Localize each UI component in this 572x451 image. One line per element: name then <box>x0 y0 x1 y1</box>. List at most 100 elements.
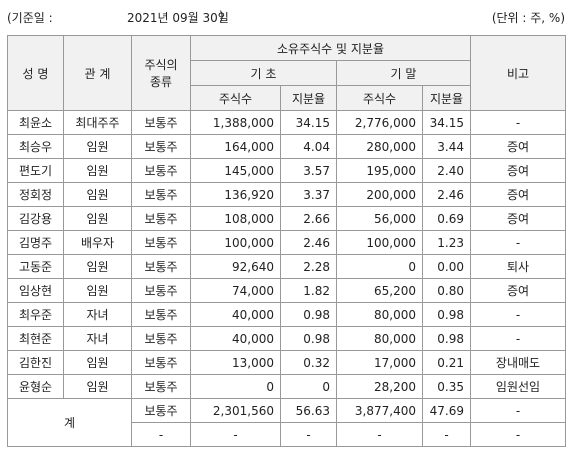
table-cell: 47.69 <box>422 398 471 423</box>
table-cell: 보통주 <box>131 134 191 159</box>
table-cell: 고동준 <box>7 254 64 279</box>
table-cell: 증여 <box>470 158 566 183</box>
table-cell: 0.69 <box>422 206 471 231</box>
table-cell: 보통주 <box>131 158 191 183</box>
table-cell: 164,000 <box>190 134 281 159</box>
table-cell: 최우준 <box>7 302 64 327</box>
table-cell: 0.80 <box>422 278 471 303</box>
table-cell: 80,000 <box>336 302 423 327</box>
table-cell: 보통주 <box>131 302 191 327</box>
table-cell: 0.21 <box>422 350 471 375</box>
table-cell: 자녀 <box>63 302 132 327</box>
header-cell: 주식수 <box>336 85 423 111</box>
table-cell: - <box>470 398 566 423</box>
table-cell: - <box>470 302 566 327</box>
table-cell: - <box>190 422 281 447</box>
table-cell: 임원 <box>63 278 132 303</box>
header-cell: 기 말 <box>336 60 471 86</box>
caption: (기준일 : 2021년 09월 30일 ) (단위 : 주, %) <box>7 9 565 27</box>
header-cell: 지분율 <box>280 85 337 111</box>
table-cell: 280,000 <box>336 134 423 159</box>
table-cell: 보통주 <box>131 326 191 351</box>
table-cell: 1.82 <box>280 278 337 303</box>
table-cell: - <box>336 422 423 447</box>
table-cell: 3.57 <box>280 158 337 183</box>
table-cell: 2.66 <box>280 206 337 231</box>
table-cell: 자녀 <box>63 326 132 351</box>
header-cell: 소유주식수 및 지분율 <box>190 35 471 61</box>
table-cell: 195,000 <box>336 158 423 183</box>
table-cell: 0.98 <box>280 302 337 327</box>
table-cell: 17,000 <box>336 350 423 375</box>
table-cell: 보통주 <box>131 230 191 255</box>
table-cell: 증여 <box>470 134 566 159</box>
table-cell: 0.32 <box>280 350 337 375</box>
header-cell: 성 명 <box>7 35 64 111</box>
table-cell: 100,000 <box>190 230 281 255</box>
table-row: 고동준 임원 보통주 92,640 2.28 0 0.00 퇴사 <box>7 254 566 279</box>
date: 2021년 09월 30일 <box>127 11 229 25</box>
table-row: 최윤소 최대주주 보통주 1,388,000 34.15 2,776,000 34.15- <box>7 110 566 135</box>
header-cell: 기 초 <box>190 60 337 86</box>
table-cell: 김명주 <box>7 230 64 255</box>
table-cell: 배우자 <box>63 230 132 255</box>
header-cell: 지분율 <box>422 85 471 111</box>
table-row: 정회정 임원 보통주 136,920 3.37 200,000 2.46 증여 <box>7 182 566 207</box>
table-cell: 28,200 <box>336 374 423 399</box>
table-cell: 200,000 <box>336 182 423 207</box>
table-cell: - <box>470 422 566 447</box>
table-cell: 0.35 <box>422 374 471 399</box>
table-cell: - <box>470 110 566 135</box>
table-cell: 2.40 <box>422 158 471 183</box>
table-cell: 임원 <box>63 134 132 159</box>
table-cell: - <box>280 422 337 447</box>
table-cell: 2,301,560 <box>190 398 281 423</box>
table-cell: 장내매도 <box>470 350 566 375</box>
table-cell: 편도기 <box>7 158 64 183</box>
table-cell: - <box>131 422 191 447</box>
table-cell: 2.46 <box>422 182 471 207</box>
table-cell: 13,000 <box>190 350 281 375</box>
table-cell: 임상현 <box>7 278 64 303</box>
table-cell: 2,776,000 <box>336 110 423 135</box>
table-cell: 윤형순 <box>7 374 64 399</box>
table-cell: 65,200 <box>336 278 423 303</box>
table-cell: 40,000 <box>190 326 281 351</box>
table-cell: 0 <box>190 374 281 399</box>
table-cell: 34.15 <box>422 110 471 135</box>
table-cell: 2.28 <box>280 254 337 279</box>
table-cell: 보통주 <box>131 278 191 303</box>
table-cell: 108,000 <box>190 206 281 231</box>
table-row: 편도기 임원 보통주 145,000 3.57 195,000 2.40 증여 <box>7 158 566 183</box>
table-cell: 임원 <box>63 374 132 399</box>
table-cell: 40,000 <box>190 302 281 327</box>
header-cell: 관 계 <box>63 35 132 111</box>
table-cell: 0.98 <box>280 326 337 351</box>
table-row: 윤형순 임원 보통주 0 0 28,200 0.35 임원선임 <box>7 374 566 399</box>
table-row: 김한진 임원 보통주 13,000 0.32 17,000 0.21 장내매도 <box>7 350 566 375</box>
table-cell: - <box>470 230 566 255</box>
table-cell: 보통주 <box>131 350 191 375</box>
table-row: 김강용 임원 보통주 108,000 2.66 56,000 0.69 증여 <box>7 206 566 231</box>
table-cell: 보통주 <box>131 110 191 135</box>
table-cell: 보통주 <box>131 374 191 399</box>
header-cell: 주식수 <box>190 85 281 111</box>
table-cell: 3.44 <box>422 134 471 159</box>
table-cell: 0.00 <box>422 254 471 279</box>
header-line: 주식의 <box>144 58 178 72</box>
table-cell: 34.15 <box>280 110 337 135</box>
table-cell: 0 <box>336 254 423 279</box>
header-cell: 주식의 종류 <box>131 35 191 111</box>
table-cell: 최현준 <box>7 326 64 351</box>
table-cell: 145,000 <box>190 158 281 183</box>
table-cell: 증여 <box>470 278 566 303</box>
table-cell: 0.98 <box>422 302 471 327</box>
table-cell: 보통주 <box>131 206 191 231</box>
table-cell: 임원 <box>63 158 132 183</box>
table-cell: 임원 <box>63 350 132 375</box>
table-cell: 퇴사 <box>470 254 566 279</box>
table-cell: 80,000 <box>336 326 423 351</box>
table-cell: 3.37 <box>280 182 337 207</box>
table-cell: 92,640 <box>190 254 281 279</box>
